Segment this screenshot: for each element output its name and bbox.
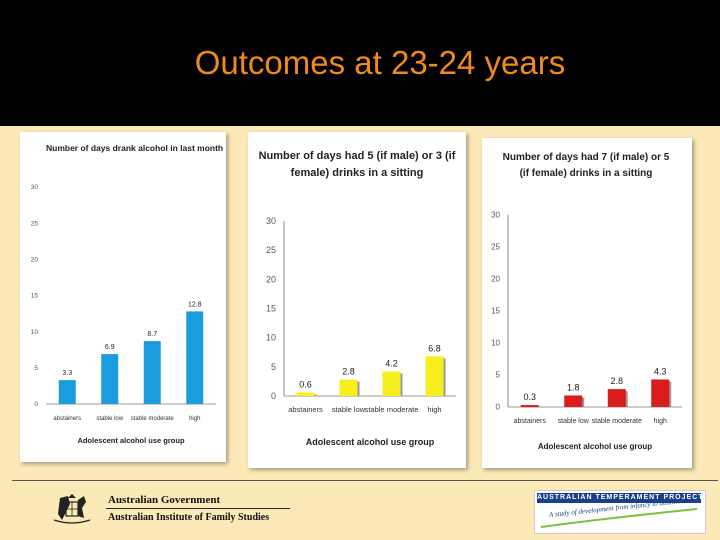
y-tick-label: 30	[266, 216, 276, 226]
y-tick-label: 10	[31, 329, 39, 336]
x-axis-label: Adolescent alcohol use group	[538, 442, 652, 451]
y-tick-label: 20	[31, 257, 39, 264]
category-label: stable low	[332, 405, 366, 414]
chart-title-line: (if female) drinks in a sitting	[520, 168, 653, 179]
bar-shadow	[522, 407, 541, 408]
atp-name: AUSTRALIAN TEMPERAMENT PROJECT	[537, 494, 704, 501]
chart-panel-seven-five-drinks: Number of days had 7 (if male) or 5 (if f…	[482, 138, 692, 468]
y-tick-label: 30	[31, 184, 39, 191]
data-label: 1.8	[567, 382, 580, 392]
chart-title-line: Number of days had 7 (if male) or 5	[503, 152, 670, 163]
data-label: 6.9	[105, 344, 115, 351]
y-tick-label: 5	[271, 362, 276, 372]
x-axis-label: Adolescent alcohol use group	[77, 436, 185, 445]
y-tick-label: 20	[491, 275, 500, 284]
y-tick-label: 15	[31, 293, 39, 300]
bar	[425, 356, 444, 396]
y-tick-label: 20	[266, 274, 276, 284]
y-tick-label: 0	[271, 391, 276, 401]
chart-panel-five-three-drinks: Number of days had 5 (if male) or 3 (if f…	[248, 132, 466, 468]
x-axis-label: Adolescent alcohol use group	[306, 437, 435, 447]
bar	[651, 379, 670, 407]
data-label: 0.3	[523, 392, 536, 402]
chart-title: Number of days had 5 (if male) or 3 (if f…	[259, 150, 456, 179]
category-label: high	[427, 405, 441, 414]
data-label: 0.6	[299, 380, 312, 390]
title-band	[0, 0, 720, 126]
data-label: 8.7	[147, 331, 157, 338]
bar	[607, 389, 626, 407]
chart-days-drank: Number of days drank alcohol in last mon…	[31, 143, 223, 445]
government-logo-rule	[106, 508, 290, 509]
y-tick-label: 25	[491, 243, 500, 252]
data-label: 3.3	[62, 370, 72, 377]
bar	[143, 341, 161, 404]
chart-five-three-drinks: Number of days had 5 (if male) or 3 (if f…	[259, 150, 456, 447]
category-label: high	[189, 416, 200, 422]
y-tick-label: 10	[491, 339, 500, 348]
data-label: 4.2	[385, 359, 398, 369]
category-label: abstainers	[288, 405, 323, 414]
category-label: stable low	[558, 418, 590, 425]
chart-title: Number of days drank alcohol in last mon…	[46, 143, 223, 153]
category-label: abstainers	[53, 416, 81, 422]
y-tick-label: 10	[266, 333, 276, 343]
atp-swoosh-icon	[540, 508, 698, 528]
footer-divider	[12, 480, 718, 481]
y-tick-label: 5	[496, 371, 501, 380]
data-label: 2.8	[342, 367, 355, 377]
y-tick-label: 25	[31, 220, 39, 227]
category-label: high	[654, 418, 667, 425]
category-label: stable low	[96, 416, 123, 422]
y-tick-label: 30	[491, 211, 500, 220]
bar	[339, 379, 358, 396]
bar	[101, 354, 119, 404]
y-tick-label: 0	[496, 403, 501, 412]
chart-title-line: female) drinks in a sitting	[291, 167, 424, 179]
department-name: Australian Institute of Family Studies	[108, 512, 270, 523]
y-tick-label: 15	[491, 307, 500, 316]
chart-title: Number of days had 7 (if male) or 5 (if f…	[503, 152, 670, 179]
category-label: stable moderate	[365, 405, 419, 414]
bar	[186, 311, 204, 404]
atp-logo: AUSTRALIAN TEMPERAMENT PROJECT A study o…	[534, 490, 706, 534]
chart-panel-days-drank: Number of days drank alcohol in last mon…	[20, 132, 226, 462]
australian-government-logo: Australian Government Australian Institu…	[40, 488, 290, 532]
bar	[382, 371, 401, 396]
data-label: 2.8	[610, 376, 623, 386]
data-label: 4.3	[654, 366, 667, 376]
bar	[564, 395, 583, 407]
chart-seven-five-drinks: Number of days had 7 (if male) or 5 (if f…	[491, 152, 682, 451]
chart-title-line: Number of days drank alcohol in last mon…	[46, 143, 223, 153]
bar	[296, 392, 315, 396]
y-tick-label: 25	[266, 245, 276, 255]
chart-title-line: Number of days had 5 (if male) or 3 (if	[259, 150, 456, 162]
y-tick-label: 5	[34, 365, 38, 372]
data-label: 6.8	[428, 343, 441, 353]
bar	[58, 380, 76, 404]
government-name: Australian Government	[108, 494, 221, 506]
category-label: abstainers	[514, 418, 547, 425]
category-label: stable moderate	[131, 416, 175, 422]
data-label: 12.8	[188, 301, 202, 308]
atp-band	[537, 493, 701, 503]
y-tick-label: 0	[34, 401, 38, 408]
category-label: stable moderate	[592, 418, 642, 425]
bar	[520, 405, 539, 407]
slide-title: Outcomes at 23-24 years	[194, 44, 566, 81]
coat-of-arms-icon	[53, 494, 91, 524]
y-tick-label: 15	[266, 304, 276, 314]
